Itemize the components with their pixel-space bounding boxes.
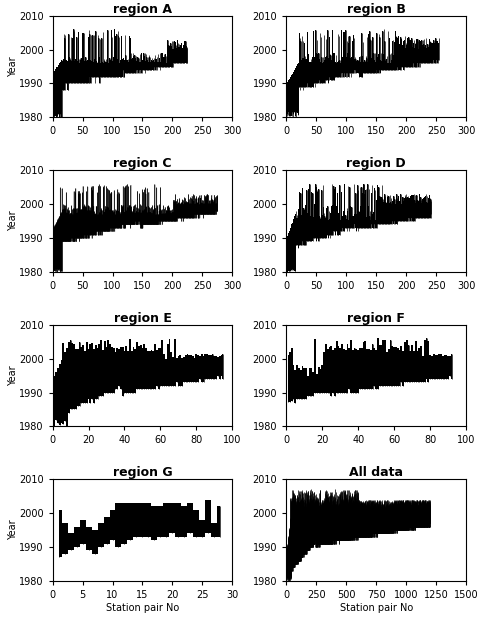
Title: region A: region A <box>113 3 172 16</box>
Title: region C: region C <box>113 157 172 170</box>
Title: region D: region D <box>347 157 406 170</box>
X-axis label: Station pair No: Station pair No <box>106 603 179 613</box>
Y-axis label: Year: Year <box>8 211 18 231</box>
Title: region B: region B <box>347 3 406 16</box>
Y-axis label: Year: Year <box>8 365 18 386</box>
Title: region G: region G <box>113 466 172 479</box>
Y-axis label: Year: Year <box>8 57 18 77</box>
Title: All data: All data <box>349 466 403 479</box>
Y-axis label: Year: Year <box>8 520 18 540</box>
Title: region E: region E <box>114 311 172 325</box>
X-axis label: Station pair No: Station pair No <box>339 603 413 613</box>
Title: region F: region F <box>347 311 405 325</box>
